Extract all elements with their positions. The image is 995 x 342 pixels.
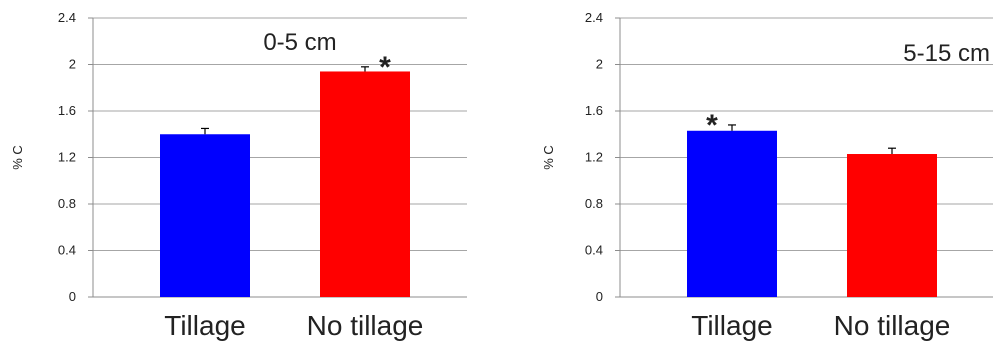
significance-marker: * [706, 109, 718, 142]
y-tick-label: 0.4 [58, 243, 76, 258]
y-tick-label: 2.4 [58, 10, 76, 25]
y-tick-label: 2.4 [585, 10, 603, 25]
depth-annotation: 0-5 cm [263, 29, 336, 56]
y-tick-label: 2 [596, 57, 603, 72]
y-axis-label: % C [541, 145, 556, 170]
y-tick-label: 1.6 [58, 103, 76, 118]
chart-2: 0 0.4 0.8 1.2 1.6 2 2.4 % C * Tillage No tillage 5-… [541, 10, 993, 341]
y-tick-label: 0.8 [58, 196, 76, 211]
depth-annotation: 5-15 cm [903, 40, 990, 67]
y-tick-label: 1.6 [585, 103, 603, 118]
y-tick-label: 1.2 [585, 150, 603, 165]
y-tick-label: 0 [596, 289, 603, 304]
y-axis-label: % C [10, 145, 25, 170]
y-tick-label: 0 [69, 289, 76, 304]
bar-tillage [160, 134, 250, 297]
y-tick-label: 2 [69, 57, 76, 72]
bar-no-tillage [320, 71, 410, 297]
x-category-label: Tillage [164, 310, 245, 341]
y-tick-label: 0.4 [585, 243, 603, 258]
bar-no-tillage [847, 154, 937, 297]
x-category-label: Tillage [691, 310, 772, 341]
y-tick-label: 1.2 [58, 150, 76, 165]
bar-tillage [687, 130, 777, 297]
significance-marker: * [379, 51, 391, 84]
y-tick-label: 0.8 [585, 196, 603, 211]
chart-1: 0 0.4 0.8 1.2 1.6 2 2.4 % C Tillage * No tillage 0-… [10, 10, 467, 341]
x-category-label: No tillage [307, 310, 424, 341]
x-category-label: No tillage [834, 310, 951, 341]
